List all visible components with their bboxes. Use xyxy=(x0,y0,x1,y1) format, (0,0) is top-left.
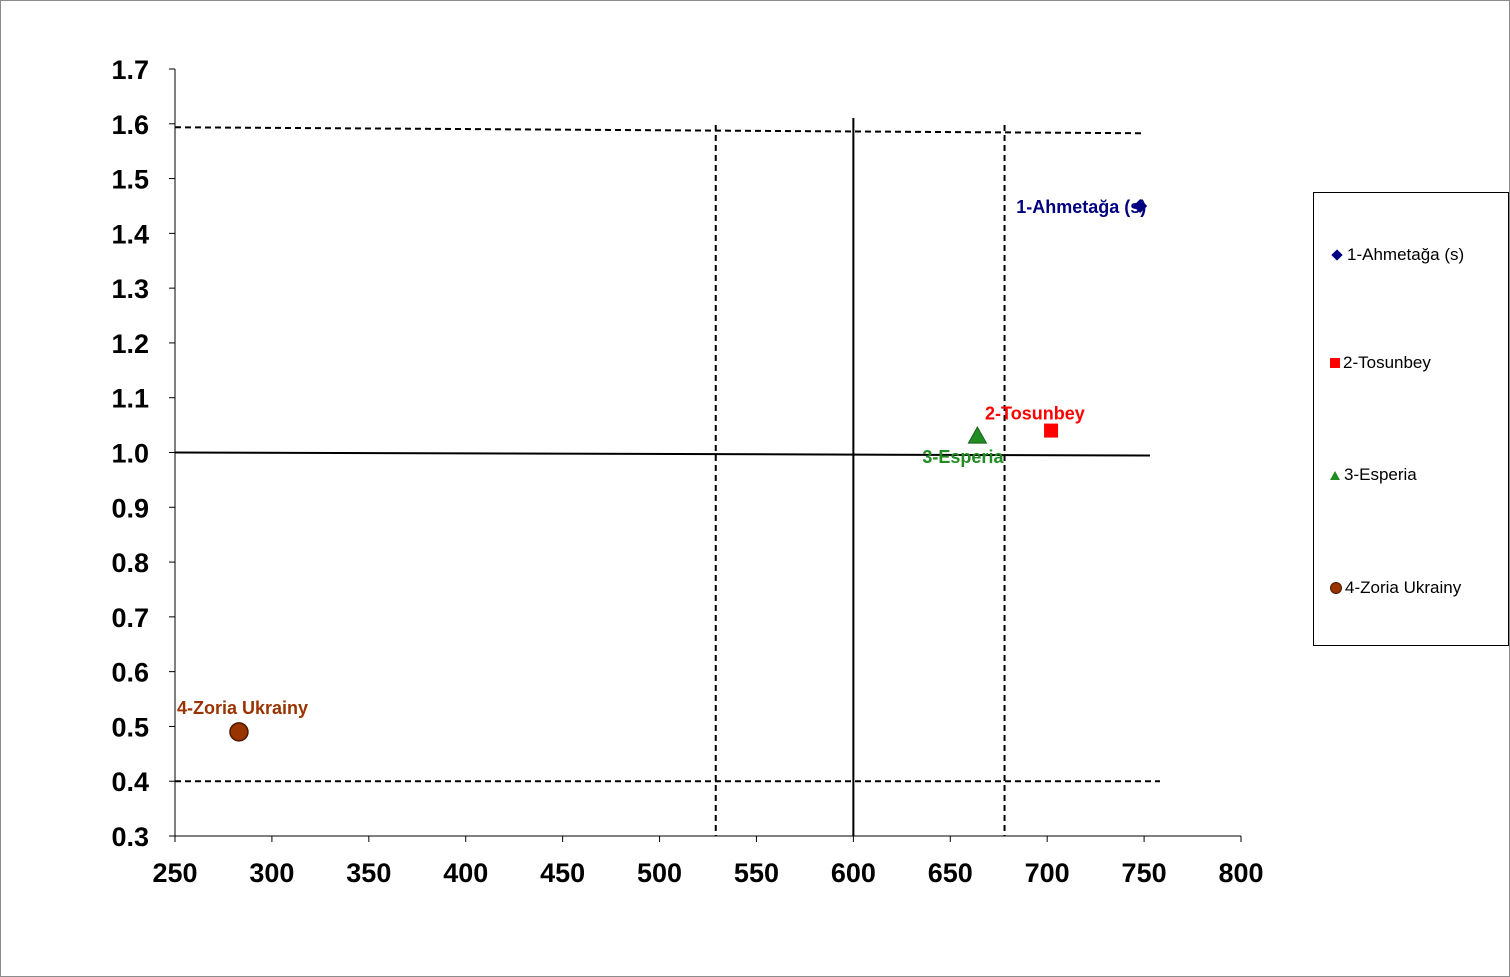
legend-circle-icon xyxy=(1330,582,1342,594)
y-tick-label: 0.8 xyxy=(111,548,149,578)
x-tick-label: 750 xyxy=(1122,858,1167,888)
y-tick-label: 0.4 xyxy=(111,767,149,797)
y-tick-label: 1.3 xyxy=(111,274,149,304)
x-tick-label: 650 xyxy=(928,858,973,888)
y-tick-label: 1.6 xyxy=(111,110,149,140)
legend-triangle-icon xyxy=(1330,470,1340,480)
reference-lines xyxy=(174,118,1160,836)
x-tick-label: 300 xyxy=(249,858,294,888)
y-tick-label: 1.5 xyxy=(111,165,149,195)
x-tick-label: 250 xyxy=(152,858,197,888)
point-labels: 1-Ahmetağa (s) 2-Tosunbey 3-Esperia 4-Zoria… xyxy=(177,197,1146,718)
solid-horizontal-reference-line xyxy=(174,451,1151,457)
legend-item: 2-Tosunbey xyxy=(1330,353,1431,373)
y-tick-label: 0.5 xyxy=(111,712,149,742)
x-tick-label: 700 xyxy=(1025,858,1070,888)
data-label: 2-Tosunbey xyxy=(985,404,1085,424)
x-tick-label: 500 xyxy=(637,858,682,888)
data-label: 4-Zoria Ukrainy xyxy=(177,698,308,718)
dashed-horizontal-reference-line xyxy=(174,126,1146,135)
tick-labels: 0.3 0.4 0.5 0.6 0.7 0.8 0.9 1.0 1.1 1.2 1.3 1.4 1.5 1… xyxy=(111,55,1263,888)
data-point-circle xyxy=(229,722,249,742)
data-label: 1-Ahmetağa (s) xyxy=(1016,197,1146,217)
data-point-triangle xyxy=(967,426,988,444)
y-tick-label: 1.2 xyxy=(111,329,149,359)
y-tick-label: 1.1 xyxy=(111,384,149,414)
legend-label: 1-Ahmetağa (s) xyxy=(1347,245,1465,264)
x-tick-label: 600 xyxy=(831,858,876,888)
legend-item: 4-Zoria Ukrainy xyxy=(1330,578,1461,598)
y-tick-label: 1.7 xyxy=(111,55,149,85)
y-tick-label: 0.6 xyxy=(111,658,149,688)
legend-item: 1-Ahmetağa (s) xyxy=(1330,245,1464,265)
legend-label: 4-Zoria Ukrainy xyxy=(1345,578,1462,597)
x-tick-label: 400 xyxy=(443,858,488,888)
y-tick-label: 1.4 xyxy=(111,219,149,249)
y-tick-label: 1.0 xyxy=(111,439,149,469)
data-point-diamond xyxy=(1133,198,1148,213)
legend-diamond-icon xyxy=(1331,249,1343,261)
data-points xyxy=(229,198,1148,742)
data-label: 3-Esperia xyxy=(922,447,1004,467)
y-tick-label: 0.9 xyxy=(111,493,149,523)
x-tick-label: 800 xyxy=(1218,858,1263,888)
legend: 1-Ahmetağa (s) 2-Tosunbey 3-Esperia 4-Zoria… xyxy=(1313,192,1509,646)
legend-label: 3-Esperia xyxy=(1344,465,1417,484)
x-tick-label: 450 xyxy=(540,858,585,888)
x-tick-label: 350 xyxy=(346,858,391,888)
legend-square-icon xyxy=(1330,358,1340,368)
legend-item: 3-Esperia xyxy=(1330,465,1417,485)
y-tick-label: 0.7 xyxy=(111,603,149,633)
y-tick-label: 0.3 xyxy=(111,822,149,852)
data-point-square xyxy=(1044,423,1059,438)
legend-label: 2-Tosunbey xyxy=(1343,353,1431,372)
x-tick-label: 550 xyxy=(734,858,779,888)
